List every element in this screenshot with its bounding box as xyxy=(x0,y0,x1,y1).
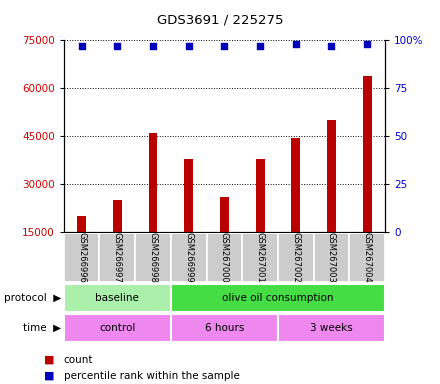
Text: protocol  ▶: protocol ▶ xyxy=(4,293,62,303)
Point xyxy=(185,43,192,49)
Bar xyxy=(278,233,314,282)
Bar xyxy=(242,233,278,282)
Bar xyxy=(77,216,86,280)
Text: GSM266998: GSM266998 xyxy=(149,232,158,283)
Text: 3 weeks: 3 weeks xyxy=(310,323,353,333)
Bar xyxy=(220,197,229,280)
Text: control: control xyxy=(99,323,136,333)
Bar xyxy=(314,233,349,282)
Bar xyxy=(64,233,99,282)
Text: percentile rank within the sample: percentile rank within the sample xyxy=(64,371,240,381)
Text: time  ▶: time ▶ xyxy=(23,323,62,333)
Text: count: count xyxy=(64,355,93,365)
Text: GDS3691 / 225275: GDS3691 / 225275 xyxy=(157,13,283,26)
Bar xyxy=(171,233,206,282)
Bar xyxy=(206,233,242,282)
Point xyxy=(78,43,85,49)
Bar xyxy=(256,159,264,280)
Point xyxy=(257,43,264,49)
Bar xyxy=(349,233,385,282)
Bar xyxy=(291,138,300,280)
Text: GSM267004: GSM267004 xyxy=(363,232,372,283)
Bar xyxy=(278,314,385,342)
Bar xyxy=(135,233,171,282)
Text: ■: ■ xyxy=(44,371,55,381)
Bar xyxy=(113,200,122,280)
Bar xyxy=(64,284,171,312)
Point xyxy=(363,41,370,47)
Bar xyxy=(327,120,336,280)
Bar xyxy=(64,314,171,342)
Text: GSM267000: GSM267000 xyxy=(220,232,229,283)
Bar xyxy=(171,284,385,312)
Point xyxy=(150,43,157,49)
Text: GSM266996: GSM266996 xyxy=(77,232,86,283)
Text: GSM266999: GSM266999 xyxy=(184,232,193,283)
Point xyxy=(328,43,335,49)
Point xyxy=(221,43,228,49)
Text: GSM267002: GSM267002 xyxy=(291,232,300,283)
Point xyxy=(292,41,299,47)
Text: GSM267001: GSM267001 xyxy=(256,232,264,283)
Bar xyxy=(99,233,135,282)
Text: GSM266997: GSM266997 xyxy=(113,232,122,283)
Text: GSM267003: GSM267003 xyxy=(327,232,336,283)
Text: baseline: baseline xyxy=(95,293,139,303)
Text: ■: ■ xyxy=(44,355,55,365)
Bar xyxy=(184,159,193,280)
Bar xyxy=(363,76,372,280)
Bar xyxy=(149,133,158,280)
Text: olive oil consumption: olive oil consumption xyxy=(222,293,334,303)
Bar xyxy=(171,314,278,342)
Text: 6 hours: 6 hours xyxy=(205,323,244,333)
Point xyxy=(114,43,121,49)
